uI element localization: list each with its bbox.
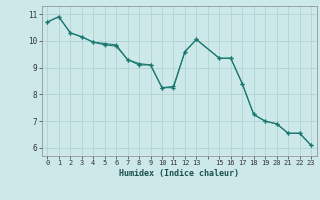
X-axis label: Humidex (Indice chaleur): Humidex (Indice chaleur) — [119, 169, 239, 178]
